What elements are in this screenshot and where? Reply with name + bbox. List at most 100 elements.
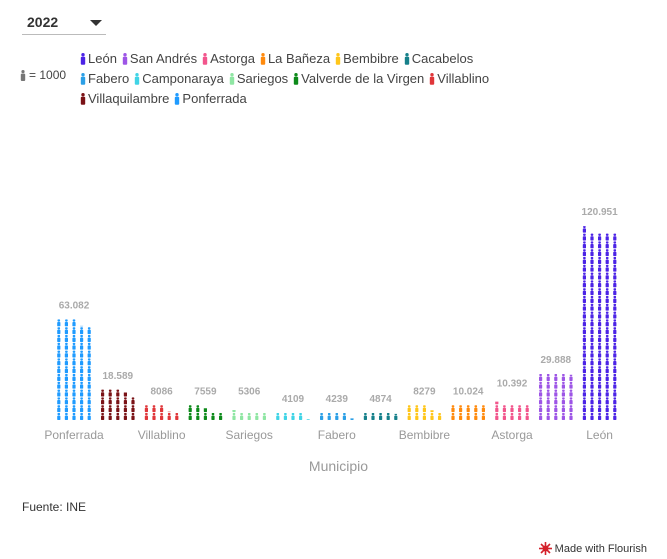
legend-item[interactable]: León (80, 50, 117, 68)
person-icon (582, 280, 586, 288)
legend-item-label: Villablino (437, 71, 490, 86)
person-icon (613, 257, 617, 264)
person-icon (474, 413, 478, 420)
legend-item[interactable]: Valverde de la Virgen (293, 70, 424, 88)
person-icon (451, 413, 455, 420)
person-icon (613, 319, 617, 327)
legend-item[interactable]: Cacabelos (404, 50, 473, 68)
person-icon (590, 381, 594, 389)
person-icon (80, 358, 84, 366)
person-icon (80, 381, 84, 389)
pictogram-column[interactable] (539, 374, 573, 420)
person-icon (466, 413, 470, 420)
person-icon (613, 335, 617, 342)
person-icon (582, 374, 586, 381)
person-icon (160, 405, 164, 413)
legend-item[interactable]: Ponferrada (174, 90, 247, 108)
person-icon (167, 411, 171, 413)
legend-item[interactable]: Sariegos (229, 70, 288, 88)
flourish-credit[interactable]: Made with Flourish (538, 542, 647, 555)
person-icon (613, 303, 617, 311)
person-icon (613, 241, 617, 249)
person-icon (80, 413, 84, 420)
legend-item-label: Sariegos (236, 71, 289, 86)
person-icon (598, 296, 602, 303)
person-icon (582, 264, 586, 272)
legend-item-label: La Bañeza (267, 51, 331, 66)
pictogram-column[interactable] (232, 405, 266, 420)
pictogram-column[interactable] (320, 413, 354, 420)
pictogram-column[interactable] (582, 226, 617, 421)
person-icon (605, 366, 609, 374)
person-icon (598, 389, 602, 397)
person-icon (605, 413, 609, 420)
person-icon (510, 405, 514, 413)
legend-item[interactable]: Villablino (429, 70, 489, 88)
person-icon (546, 413, 550, 420)
person-icon (87, 335, 91, 342)
legend-item[interactable]: Fabero (80, 70, 129, 88)
person-icon (582, 311, 586, 319)
person-icon (57, 413, 61, 420)
person-icon (582, 381, 586, 389)
legend-item[interactable]: Astorga (202, 50, 255, 68)
scale-label: = 1000 (29, 68, 67, 82)
person-icon (598, 233, 602, 241)
flourish-credit-label: Made with Flourish (554, 542, 647, 555)
person-icon (590, 405, 594, 413)
pictogram-column[interactable] (57, 319, 91, 420)
person-icon (598, 405, 602, 413)
pictogram-column[interactable] (495, 397, 529, 420)
person-icon (590, 241, 594, 249)
person-icon (605, 296, 609, 303)
person-icon (122, 53, 128, 65)
person-icon (379, 413, 383, 420)
person-icon (510, 413, 514, 420)
person-icon (598, 311, 602, 319)
person-icon (87, 381, 91, 389)
flourish-logo-icon (538, 542, 552, 555)
pictogram-column[interactable] (276, 413, 310, 420)
legend-item[interactable]: Villaquilambre (80, 90, 169, 108)
person-icon (613, 311, 617, 319)
year-dropdown[interactable]: 2022 (22, 10, 106, 35)
person-icon (87, 350, 91, 358)
person-icon (539, 381, 543, 389)
person-icon (598, 241, 602, 249)
person-icon (582, 241, 586, 249)
legend-item[interactable]: Bembibre (335, 50, 399, 68)
pictogram-column[interactable] (101, 389, 135, 420)
legend-item[interactable]: Camponaraya (134, 70, 224, 88)
person-icon (502, 405, 506, 413)
legend-item-label: Astorga (210, 51, 255, 66)
chart-plot: 63.082 Ponferrada 18.589 8086 Villablino 7559… (44, 207, 618, 442)
person-icon (108, 397, 112, 405)
x-tick-label: Sariegos (226, 428, 273, 442)
person-icon (80, 53, 86, 65)
pictogram-column[interactable] (407, 405, 442, 420)
person-icon (598, 319, 602, 327)
person-icon (394, 413, 398, 420)
pictogram-column[interactable] (451, 405, 485, 420)
person-icon (101, 413, 105, 420)
person-icon (240, 413, 244, 420)
person-icon (386, 413, 390, 420)
person-icon (57, 350, 61, 358)
person-icon (598, 272, 602, 280)
person-icon (613, 342, 617, 350)
person-icon (598, 280, 602, 288)
pictogram-column[interactable] (363, 413, 398, 420)
person-icon (57, 397, 61, 405)
legend-item[interactable]: La Bañeza (260, 50, 330, 68)
pictogram-column[interactable] (144, 405, 179, 420)
person-icon (561, 405, 565, 413)
person-icon (518, 413, 522, 420)
legend-item[interactable]: San Andrés (122, 50, 197, 68)
person-icon (582, 303, 586, 311)
person-icon (131, 397, 135, 405)
person-icon (188, 413, 192, 420)
pictogram-column[interactable] (188, 405, 223, 420)
person-icon (598, 366, 602, 374)
person-icon (108, 389, 112, 397)
